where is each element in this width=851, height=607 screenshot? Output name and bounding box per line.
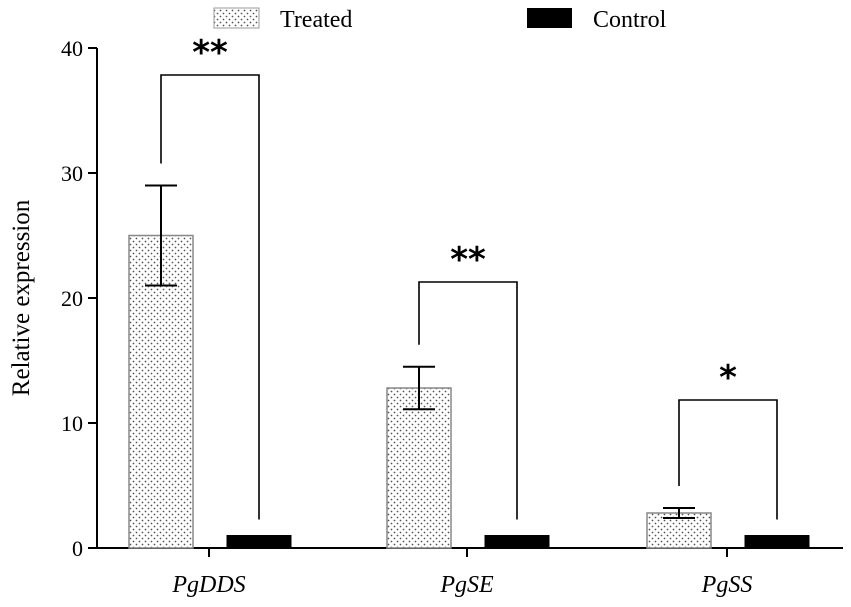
significance-bracket bbox=[160, 74, 260, 520]
category-label: PgSS bbox=[701, 572, 753, 598]
significance-label: ** bbox=[450, 240, 486, 280]
category-label: PgDDS bbox=[171, 572, 245, 598]
category-label: PgSE bbox=[439, 572, 494, 598]
bar-control bbox=[226, 535, 292, 549]
bar-treated bbox=[128, 234, 194, 549]
legend: Treated Control bbox=[213, 7, 667, 33]
y-tick-label: 0 bbox=[72, 536, 83, 561]
y-tick-label: 30 bbox=[61, 161, 83, 186]
y-axis-label: Relative expression bbox=[8, 199, 35, 396]
bar-control bbox=[744, 535, 810, 549]
legend-swatch-control bbox=[527, 8, 572, 28]
legend-label-treated: Treated bbox=[280, 7, 352, 33]
plot-area: 0 10 20 30 40 ** PgDDS ** PgSE * PgSS bbox=[61, 33, 843, 598]
significance-bracket bbox=[418, 281, 518, 520]
y-tick-label: 40 bbox=[61, 36, 83, 61]
bar-treated bbox=[386, 387, 452, 549]
significance-label: * bbox=[719, 358, 737, 398]
y-tick-label: 10 bbox=[61, 411, 83, 436]
bar-control bbox=[484, 535, 550, 549]
y-tick-label: 20 bbox=[61, 286, 83, 311]
legend-label-control: Control bbox=[593, 7, 667, 33]
significance-label: ** bbox=[192, 33, 228, 73]
significance-bracket bbox=[678, 399, 778, 520]
legend-swatch-treated bbox=[213, 7, 260, 29]
